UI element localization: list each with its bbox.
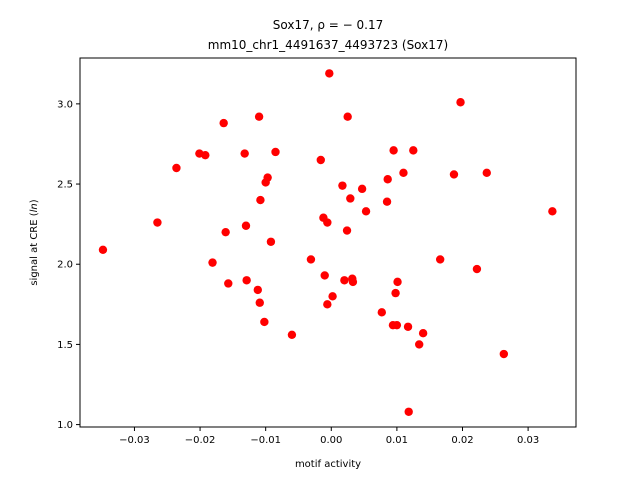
x-tick-label: −0.02	[185, 435, 216, 446]
data-points	[98, 69, 557, 416]
y-tick-label: 1.0	[57, 420, 73, 431]
data-point	[208, 258, 217, 267]
data-point	[357, 184, 367, 194]
data-point	[241, 221, 251, 230]
x-tick-label: −0.01	[250, 435, 281, 446]
data-point	[263, 173, 272, 182]
data-point	[403, 322, 413, 331]
data-point	[548, 207, 557, 216]
data-point	[348, 277, 358, 287]
data-point	[404, 407, 413, 416]
data-point	[382, 197, 392, 206]
data-point	[415, 340, 424, 349]
y-axis-label: signal at CRE (ln)	[29, 199, 40, 285]
data-point	[409, 146, 418, 155]
data-point	[383, 175, 392, 184]
data-point	[418, 328, 428, 338]
data-point	[342, 226, 352, 235]
data-point	[323, 218, 332, 227]
y-tick-label: 2.0	[57, 260, 73, 271]
y-tick-label: 2.5	[57, 180, 73, 191]
x-tick-label: 0.03	[517, 435, 539, 446]
data-point	[435, 255, 445, 264]
data-point	[271, 147, 280, 157]
x-tick-label: 0.02	[451, 435, 473, 446]
data-point	[499, 349, 509, 359]
y-axis-label-prefix: signal at CRE (	[29, 212, 40, 285]
data-point	[266, 237, 276, 246]
x-tick-label: 0.01	[386, 435, 408, 446]
data-point	[224, 279, 233, 288]
data-point	[389, 146, 398, 155]
x-tick-label: 0.00	[320, 435, 342, 446]
data-point	[254, 112, 264, 121]
data-point	[242, 276, 251, 285]
data-point	[253, 285, 262, 295]
y-axis-ticks: 1.0 1.5 2.0 2.5 3.0	[57, 99, 80, 431]
data-point	[201, 150, 210, 160]
y-tick-label: 3.0	[57, 99, 73, 110]
data-point	[482, 168, 491, 178]
y-tick-label: 1.5	[57, 340, 73, 351]
data-point	[393, 277, 402, 287]
data-point	[340, 276, 349, 285]
y-axis-label-italic: ln	[29, 203, 40, 212]
data-point	[221, 227, 230, 237]
data-point	[343, 112, 352, 121]
data-point	[346, 194, 355, 203]
x-tick-label: −0.03	[119, 435, 150, 446]
data-point	[377, 308, 386, 317]
data-point	[219, 118, 228, 128]
y-axis-label-suffix: )	[29, 199, 40, 203]
data-point	[316, 155, 325, 165]
data-point	[172, 163, 181, 173]
data-point	[255, 298, 264, 307]
data-point	[323, 300, 332, 309]
x-axis-label: motif activity	[295, 459, 361, 470]
data-point	[287, 330, 297, 339]
data-point	[361, 207, 371, 216]
chart-title-line2: mm10_chr1_4491637_4493723 (Sox17)	[208, 38, 448, 52]
data-point	[320, 271, 329, 280]
data-point	[392, 320, 402, 330]
data-point	[449, 170, 459, 179]
x-axis-ticks: −0.03 −0.02 −0.01 0.00 0.01 0.02 0.03	[119, 427, 539, 446]
data-point	[328, 292, 337, 301]
data-point	[260, 317, 269, 327]
data-point	[391, 288, 400, 298]
data-point	[325, 69, 334, 78]
chart-title-line1: Sox17, ρ = − 0.17	[273, 18, 383, 32]
data-point	[240, 149, 249, 158]
data-point	[98, 245, 108, 254]
data-point	[399, 168, 408, 178]
data-point	[153, 218, 162, 227]
data-point	[472, 264, 482, 274]
data-point	[306, 255, 316, 264]
data-point	[256, 195, 265, 205]
data-point	[456, 98, 465, 107]
data-point	[338, 181, 347, 190]
plot-frame	[79, 57, 577, 428]
